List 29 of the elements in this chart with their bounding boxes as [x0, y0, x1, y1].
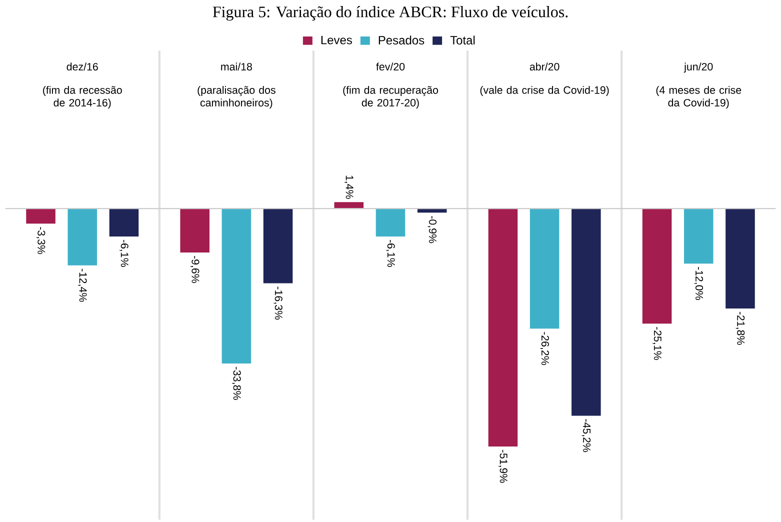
- x-tick-label: fev/20: [376, 62, 405, 70]
- x-tick-label: dez/16: [66, 62, 98, 70]
- data-label: -12,4%: [78, 268, 87, 302]
- data-label: -51,9%: [498, 450, 508, 483]
- text: (4 meses de crise da Covid-19): [656, 86, 742, 108]
- data-label: -21,8%: [736, 312, 745, 345]
- legend-label: Pesados: [378, 35, 424, 44]
- x-tick-label: mai/18: [221, 62, 252, 70]
- x-tick-label: abr/20: [530, 62, 560, 70]
- data-label: -25,1%: [652, 326, 662, 360]
- data-label: -3,3%: [36, 226, 46, 254]
- text: (paralisação dos caminhoneiros): [198, 86, 276, 108]
- x-tick-label: jun/20: [684, 62, 713, 72]
- data-label: -6,1%: [120, 240, 128, 267]
- data-label: -0,9%: [428, 216, 436, 243]
- data-label: -16,3%: [274, 286, 282, 320]
- data-label: 1,4%: [344, 175, 354, 199]
- data-label: -45,2%: [582, 418, 591, 452]
- legend-label: Leves: [321, 36, 352, 44]
- text: (vale da crise da Covid-19): [480, 86, 609, 96]
- data-label: -9,6%: [190, 256, 200, 283]
- text: (fim da recuperação de 2017-20): [343, 86, 438, 108]
- data-label: -33,8%: [232, 366, 241, 400]
- data-label: -12,0%: [694, 266, 704, 300]
- data-label: -26,2%: [540, 332, 549, 365]
- text: (fim da recessão de 2014-16): [43, 86, 122, 108]
- legend-label: Total: [450, 35, 475, 44]
- data-label: -6,1%: [386, 240, 395, 267]
- chart-title: Figura 5: Variação do índice ABCR: Fluxo de veículos.: [212, 6, 568, 20]
